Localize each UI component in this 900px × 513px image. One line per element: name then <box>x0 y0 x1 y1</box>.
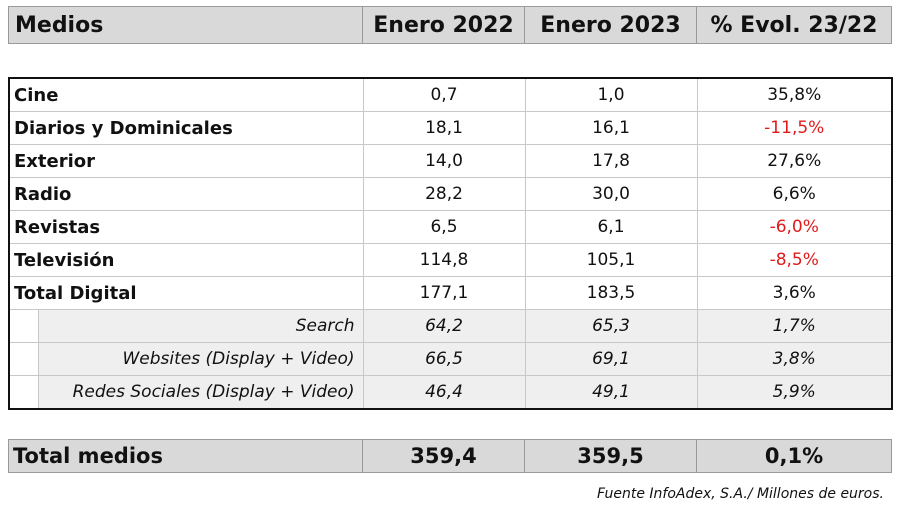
row-2023: 30,0 <box>524 177 697 211</box>
row-evol: 3,6% <box>696 276 892 310</box>
row-2022: 177,1 <box>362 276 525 310</box>
row-2022: 28,2 <box>362 177 525 211</box>
row-2022: 14,0 <box>362 144 525 178</box>
total-evol: 0,1% <box>696 439 892 473</box>
table-row: Televisión 114,8 105,1 -8,5% <box>9 243 892 277</box>
sub-row-evol: 1,7% <box>696 309 892 343</box>
row-2023: 1,0 <box>524 78 697 112</box>
sub-row-label: Websites (Display + Video) <box>122 349 355 369</box>
sub-row: Search 64,2 65,3 1,7% <box>9 309 892 343</box>
header-enero-2022: Enero 2022 <box>362 6 525 44</box>
header-table: Medios Enero 2022 Enero 2023 % Evol. 23/… <box>8 6 892 44</box>
sub-row-label-cell: Redes Sociales (Display + Video) <box>9 375 363 410</box>
source-note: Fuente InfoAdex, S.A./ Millones de euros… <box>597 486 884 502</box>
total-2023: 359,5 <box>524 439 697 473</box>
row-2022: 18,1 <box>362 111 525 145</box>
sub-row: Redes Sociales (Display + Video) 46,4 49,1… <box>9 375 892 410</box>
row-2023: 183,5 <box>524 276 697 310</box>
row-2023: 16,1 <box>524 111 697 145</box>
total-row: Total medios 359,4 359,5 0,1% <box>8 439 892 473</box>
indent-block <box>10 343 39 375</box>
row-2022: 6,5 <box>362 210 525 244</box>
header-enero-2023: Enero 2023 <box>524 6 697 44</box>
row-2023: 17,8 <box>524 144 697 178</box>
table-row: Total Digital 177,1 183,5 3,6% <box>9 276 892 310</box>
sub-row-evol: 3,8% <box>696 342 892 376</box>
row-label: Televisión <box>9 243 363 277</box>
row-2023: 6,1 <box>524 210 697 244</box>
sub-row-label-cell: Search <box>9 309 363 343</box>
total-table: Total medios 359,4 359,5 0,1% <box>8 439 892 473</box>
row-evol: -6,0% <box>696 210 892 244</box>
sub-row-evol: 5,9% <box>696 375 892 410</box>
media-table: Cine 0,7 1,0 35,8% Diarios y Dominicales 18,1… <box>8 77 893 410</box>
sub-row: Websites (Display + Video) 66,5 69,1 3,8% <box>9 342 892 376</box>
row-evol: 6,6% <box>696 177 892 211</box>
row-evol: 35,8% <box>696 78 892 112</box>
header-medios: Medios <box>8 6 363 44</box>
indent-block <box>10 310 39 342</box>
table-row: Radio 28,2 30,0 6,6% <box>9 177 892 211</box>
table-row: Exterior 14,0 17,8 27,6% <box>9 144 892 178</box>
row-label: Exterior <box>9 144 363 178</box>
sub-row-2023: 49,1 <box>524 375 697 410</box>
sub-row-label-cell: Websites (Display + Video) <box>9 342 363 376</box>
header-evolucion: % Evol. 23/22 <box>696 6 892 44</box>
row-2023: 105,1 <box>524 243 697 277</box>
row-2022: 0,7 <box>362 78 525 112</box>
table-row: Revistas 6,5 6,1 -6,0% <box>9 210 892 244</box>
total-2022: 359,4 <box>362 439 525 473</box>
table-row: Cine 0,7 1,0 35,8% <box>9 78 892 112</box>
total-label: Total medios <box>8 439 363 473</box>
row-label: Diarios y Dominicales <box>9 111 363 145</box>
sub-row-2022: 66,5 <box>362 342 525 376</box>
row-label: Cine <box>9 78 363 112</box>
row-evol: -11,5% <box>696 111 892 145</box>
sub-row-2022: 64,2 <box>362 309 525 343</box>
sub-row-2022: 46,4 <box>362 375 525 410</box>
sub-row-2023: 69,1 <box>524 342 697 376</box>
row-label: Total Digital <box>9 276 363 310</box>
header-row: Medios Enero 2022 Enero 2023 % Evol. 23/… <box>8 6 892 44</box>
sub-row-label: Search <box>295 316 355 336</box>
row-evol: -8,5% <box>696 243 892 277</box>
row-label: Revistas <box>9 210 363 244</box>
table-row: Diarios y Dominicales 18,1 16,1 -11,5% <box>9 111 892 145</box>
indent-block <box>10 376 39 408</box>
row-label: Radio <box>9 177 363 211</box>
media-table-body: Cine 0,7 1,0 35,8% Diarios y Dominicales 18,1… <box>9 78 892 410</box>
sub-row-2023: 65,3 <box>524 309 697 343</box>
sub-row-label: Redes Sociales (Display + Video) <box>72 382 355 402</box>
row-evol: 27,6% <box>696 144 892 178</box>
row-2022: 114,8 <box>362 243 525 277</box>
